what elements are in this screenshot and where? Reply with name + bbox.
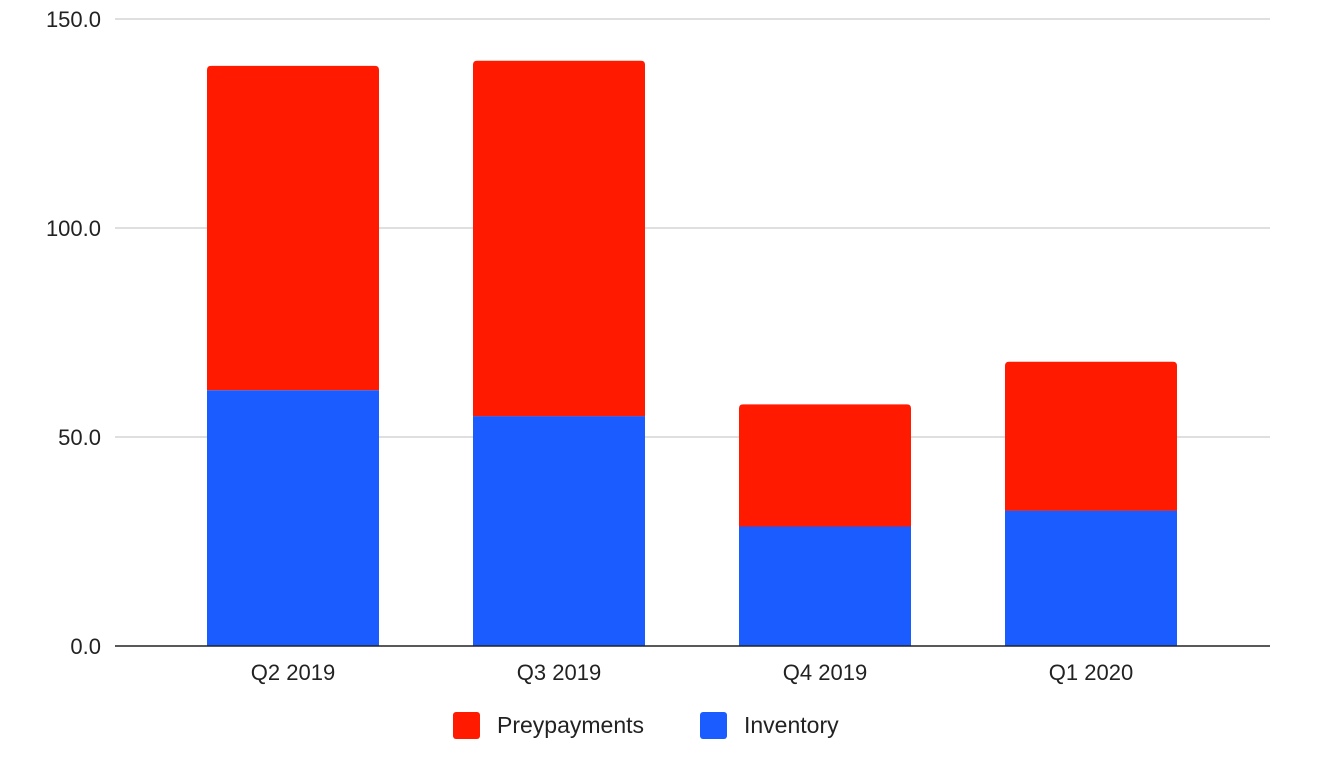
legend-swatch-preypayments [453, 712, 480, 739]
bar-preypayments [473, 60, 645, 417]
x-tick-label: Q4 2019 [783, 660, 867, 685]
x-tick-label: Q2 2019 [251, 660, 335, 685]
x-tick-label: Q1 2020 [1049, 660, 1133, 685]
bar-preypayments [1005, 361, 1177, 511]
y-tick-label: 100.0 [46, 216, 101, 241]
legend-swatch-inventory [700, 712, 727, 739]
x-axis-tick-labels: Q2 2019 Q3 2019 Q4 2019 Q1 2020 [251, 660, 1133, 685]
bar-inventory [1005, 510, 1177, 646]
bar-preypayments [207, 65, 379, 391]
y-tick-label: 0.0 [70, 634, 101, 659]
y-tick-label: 150.0 [46, 7, 101, 32]
bar-inventory [473, 416, 645, 646]
y-axis-tick-labels: 0.0 50.0 100.0 150.0 [46, 7, 101, 659]
x-tick-label: Q3 2019 [517, 660, 601, 685]
y-tick-label: 50.0 [58, 425, 101, 450]
bar-preypayments [739, 404, 911, 527]
legend-label-preypayments: Preypayments [497, 712, 644, 738]
bar-inventory [207, 390, 379, 646]
legend-label-inventory: Inventory [744, 712, 839, 738]
bar-inventory [739, 526, 911, 646]
legend: Preypayments Inventory [453, 712, 839, 739]
bars [207, 60, 1177, 646]
